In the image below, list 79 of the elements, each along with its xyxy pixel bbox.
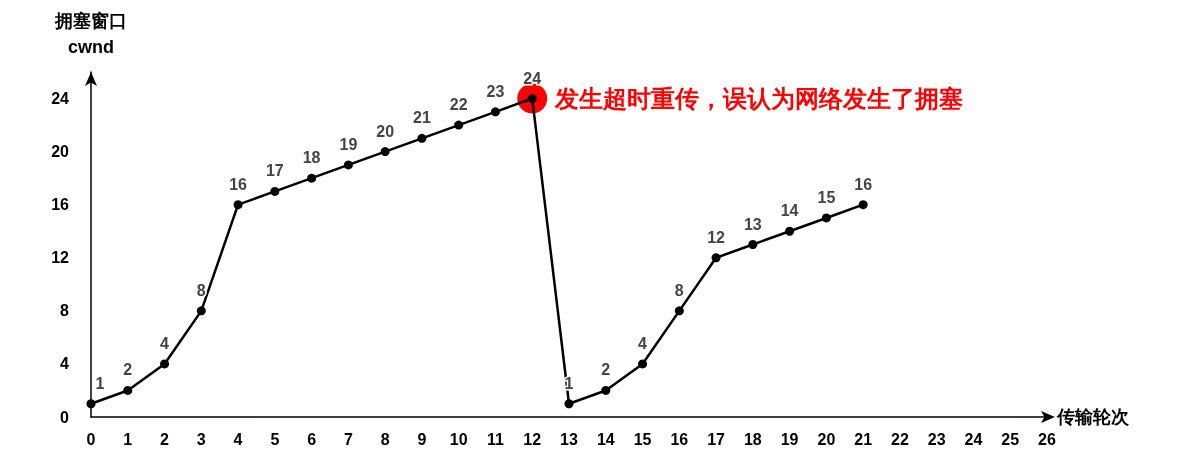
x-tick-label: 3 [196, 430, 206, 448]
y-tick-label: 12 [51, 249, 70, 267]
x-tick-label: 19 [780, 430, 799, 448]
x-tick-label: 14 [596, 430, 615, 448]
point [380, 147, 390, 157]
data-label: 4 [160, 334, 170, 352]
point [785, 226, 795, 236]
data-label: 4 [638, 334, 648, 352]
point [748, 240, 758, 249]
data-label: 19 [339, 135, 358, 153]
point [233, 200, 243, 210]
x-tick-label: 7 [343, 430, 353, 448]
x-tick-label: 18 [743, 430, 762, 448]
x-tick-label: 24 [964, 430, 983, 448]
data-label: 13 [743, 215, 762, 233]
point [674, 306, 684, 316]
data-label: 20 [376, 122, 395, 140]
y-tick-label: 24 [51, 90, 70, 108]
x-tick-label: 15 [633, 430, 652, 448]
y-tick-label: 20 [51, 143, 70, 161]
y-tick-label: 0 [60, 408, 70, 426]
x-tick-label: 12 [523, 430, 542, 448]
data-label: 2 [123, 361, 133, 379]
x-tick-label: 0 [86, 430, 96, 448]
x-tick-label: 11 [487, 430, 505, 448]
point [270, 186, 280, 196]
point [821, 213, 831, 223]
point [343, 160, 353, 170]
point [86, 399, 96, 409]
data-label: 15 [817, 188, 836, 206]
data-label: 1 [95, 374, 105, 392]
point [307, 173, 317, 183]
data-label: 22 [449, 96, 468, 114]
data-label: 12 [707, 228, 726, 246]
data-label: 2 [601, 361, 611, 379]
x-tick-label: 21 [854, 430, 873, 448]
y-tick-label: 16 [51, 196, 70, 214]
x-tick-label: 25 [1001, 430, 1020, 448]
point [490, 107, 500, 117]
point [123, 385, 133, 395]
point [638, 359, 648, 369]
data-label: 14 [780, 202, 799, 220]
x-tick-label: 22 [891, 430, 909, 448]
x-tick-label: 10 [449, 430, 468, 448]
point [564, 399, 574, 409]
data-label: 8 [674, 281, 684, 299]
x-tick-label: 5 [270, 430, 280, 448]
point [601, 385, 611, 395]
y-tick-label: 4 [60, 355, 70, 373]
x-tick-label: 4 [233, 430, 243, 448]
x-tick-label: 20 [817, 430, 836, 448]
point [711, 253, 721, 263]
point [196, 306, 206, 316]
data-label: 8 [196, 281, 206, 299]
x-tick-label: 23 [927, 430, 946, 448]
y-tick-label: 8 [60, 302, 70, 320]
data-label: 16 [854, 175, 873, 193]
x-tick-label: 9 [417, 430, 427, 448]
x-tick-label: 8 [380, 430, 390, 448]
x-tick-label: 16 [670, 430, 689, 448]
data-label: 23 [486, 82, 505, 100]
x-tick-label: 26 [1038, 430, 1056, 448]
x-tick-label: 1 [123, 430, 133, 448]
point [160, 359, 170, 369]
x-axis-title: 传输轮次 [1056, 407, 1130, 427]
point [858, 200, 868, 210]
data-label: 24 [523, 69, 542, 87]
data-label: 17 [265, 162, 284, 180]
point [417, 133, 427, 143]
x-tick-label: 2 [160, 430, 170, 448]
annotation: 发生超时重传，误认为网络发生了拥塞 [554, 85, 964, 113]
x-tick-label: 13 [560, 430, 578, 448]
y-axis-title: 拥塞窗口 cwnd [54, 11, 127, 57]
data-label: 16 [229, 175, 248, 193]
point [454, 120, 464, 130]
x-tick-label: 17 [707, 430, 726, 448]
x-tick-label: 6 [307, 430, 317, 448]
data-label: 18 [302, 149, 321, 167]
data-label: 21 [413, 109, 431, 127]
